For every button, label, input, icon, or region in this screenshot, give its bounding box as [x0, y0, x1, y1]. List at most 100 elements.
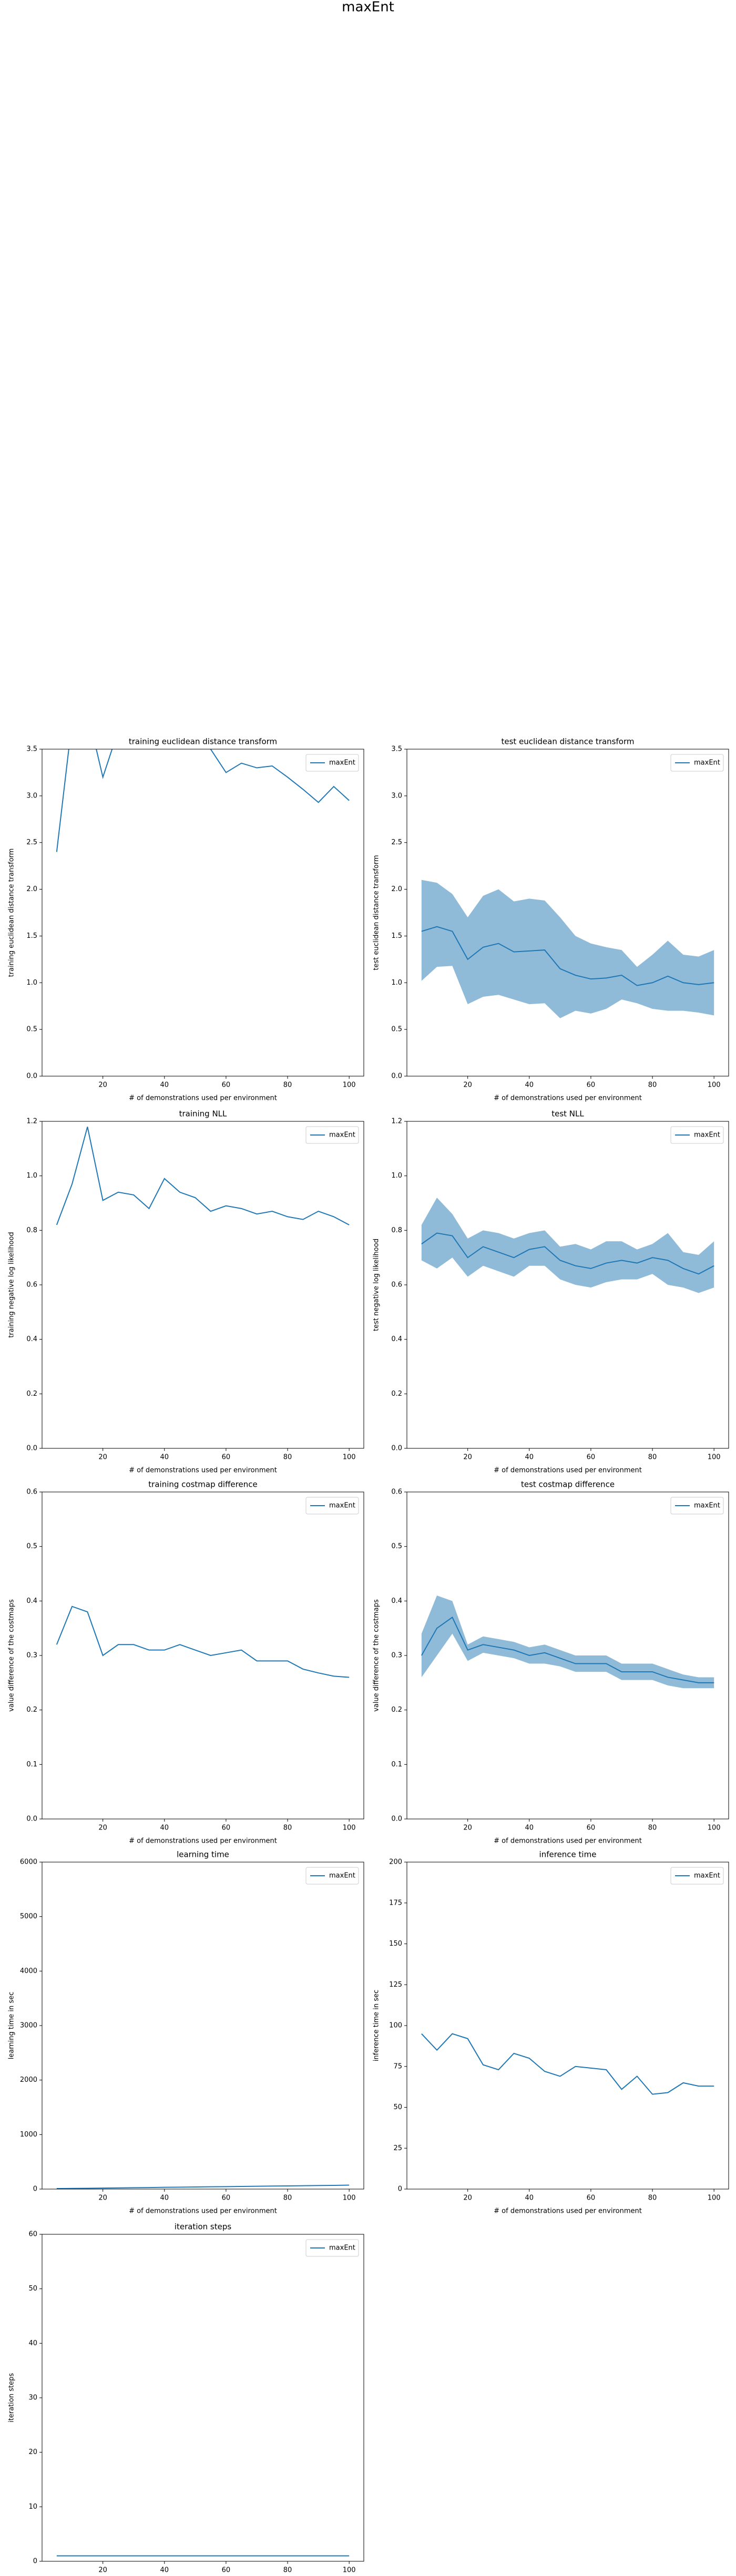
x-tick-label: 60 [222, 2194, 231, 2202]
axes-frame [42, 1862, 364, 2190]
y-axis-label: learning time in sec [8, 1992, 16, 2060]
x-axis-label: # of demonstrations used per environment [494, 2207, 642, 2215]
y-axis-label: value difference of the costmaps [373, 1599, 381, 1712]
x-tick-label: 80 [648, 1081, 657, 1089]
y-tick-label: 1.5 [391, 932, 402, 940]
legend-box [305, 1126, 359, 1144]
x-tick-label: 20 [98, 1824, 107, 1832]
x-tick-label: 80 [283, 2194, 292, 2202]
y-tick-label: 0 [33, 2185, 37, 2193]
x-tick-label: 40 [525, 2194, 534, 2202]
axes-title: training NLL [179, 1109, 227, 1119]
y-axis-label: training euclidean distance transform [8, 849, 16, 977]
plot-area [421, 1198, 714, 1293]
y-tick-label: 3.5 [26, 745, 37, 753]
x-tick-label: 60 [587, 1081, 596, 1089]
plot-area [421, 880, 714, 1018]
y-tick-label: 0.0 [391, 1072, 402, 1080]
plot-area [56, 1606, 350, 1678]
y-tick-label: 0.3 [391, 1652, 402, 1660]
y-tick-label: 6000 [20, 1858, 37, 1866]
x-tick-label: 40 [160, 1824, 169, 1832]
y-tick-label: 0.4 [391, 1597, 402, 1605]
legend-label: maxEnt [329, 1502, 355, 1510]
figure-title: maxEnt [342, 0, 394, 15]
y-tick-label: 0 [398, 2185, 402, 2193]
y-tick-label: 20 [28, 2448, 37, 2456]
x-tick-label: 100 [343, 2194, 356, 2202]
x-tick-label: 20 [463, 1824, 472, 1832]
x-tick-label: 80 [648, 1454, 657, 1461]
x-tick-label: 100 [343, 1081, 356, 1089]
y-tick-label: 75 [393, 2062, 402, 2070]
y-tick-label: 125 [389, 1981, 402, 1989]
y-axis-label: test negative log likelihood [373, 1239, 381, 1331]
x-axis-label: # of demonstrations used per environment [494, 1467, 642, 1475]
confidence-band [421, 1595, 714, 1689]
y-tick-label: 0.4 [26, 1335, 37, 1343]
y-tick-label: 0.5 [391, 1542, 402, 1550]
legend-label: maxEnt [329, 2244, 355, 2252]
axes-frame [406, 1121, 729, 1449]
y-tick-label: 0.8 [26, 1226, 37, 1234]
y-tick-label: 0.6 [26, 1488, 37, 1496]
y-tick-label: 0 [33, 2558, 37, 2565]
y-tick-label: 60 [28, 2231, 37, 2238]
x-tick-label: 80 [283, 2567, 292, 2574]
legend-label: maxEnt [329, 1872, 355, 1880]
y-tick-label: 2.5 [391, 839, 402, 846]
x-tick-label: 60 [587, 1824, 596, 1832]
x-tick-label: 100 [343, 2567, 356, 2574]
legend-box [670, 1497, 724, 1515]
y-tick-label: 1.0 [26, 979, 37, 987]
line [421, 1232, 714, 1275]
x-axis-label: # of demonstrations used per environment [129, 1467, 277, 1475]
y-tick-label: 10 [28, 2503, 37, 2511]
y-tick-label: 175 [389, 1899, 402, 1907]
line [56, 2184, 350, 2189]
line [56, 749, 350, 852]
x-axis-label: # of demonstrations used per environment [494, 1837, 642, 1845]
y-tick-label: 2.0 [26, 885, 37, 893]
x-tick-label: 40 [525, 1081, 534, 1089]
y-tick-label: 0.0 [26, 1445, 37, 1453]
axes-title: test NLL [551, 1109, 584, 1119]
x-tick-label: 100 [708, 1454, 721, 1461]
y-tick-label: 25 [393, 2144, 402, 2152]
y-tick-label: 40 [28, 2339, 37, 2347]
x-tick-label: 60 [222, 1824, 231, 1832]
y-tick-label: 3.5 [391, 745, 402, 753]
line [421, 1616, 714, 1683]
y-tick-label: 50 [393, 2103, 402, 2111]
legend-box [305, 1867, 359, 1885]
x-tick-label: 80 [648, 2194, 657, 2202]
y-tick-label: 0.6 [26, 1281, 37, 1289]
axes-frame [42, 1121, 364, 1449]
axes-title: learning time [177, 1850, 229, 1859]
x-tick-label: 20 [463, 1454, 472, 1461]
y-tick-label: 0.5 [391, 1026, 402, 1034]
y-tick-label: 0.4 [26, 1597, 37, 1605]
y-tick-label: 0.8 [391, 1226, 402, 1234]
x-axis-label: # of demonstrations used per environment [129, 2207, 277, 2215]
x-tick-label: 80 [283, 1824, 292, 1832]
y-axis-label: test euclidean distance transform [373, 855, 381, 970]
legend-box [305, 754, 359, 772]
y-tick-label: 2.5 [26, 839, 37, 846]
y-tick-label: 1000 [20, 2131, 37, 2139]
legend-label: maxEnt [329, 1131, 355, 1139]
y-tick-label: 0.6 [391, 1281, 402, 1289]
x-tick-label: 20 [98, 1081, 107, 1089]
y-tick-label: 0.6 [391, 1488, 402, 1496]
y-tick-label: 2000 [20, 2076, 37, 2084]
legend-label: maxEnt [694, 1872, 720, 1880]
axes-title: training euclidean distance transform [129, 737, 277, 747]
axes-frame [406, 749, 729, 1077]
x-tick-label: 100 [708, 1824, 721, 1832]
line [56, 1127, 350, 1225]
x-tick-label: 40 [525, 1454, 534, 1461]
x-tick-label: 60 [222, 1454, 231, 1461]
y-tick-label: 0.2 [391, 1706, 402, 1714]
y-tick-label: 0.1 [391, 1761, 402, 1769]
